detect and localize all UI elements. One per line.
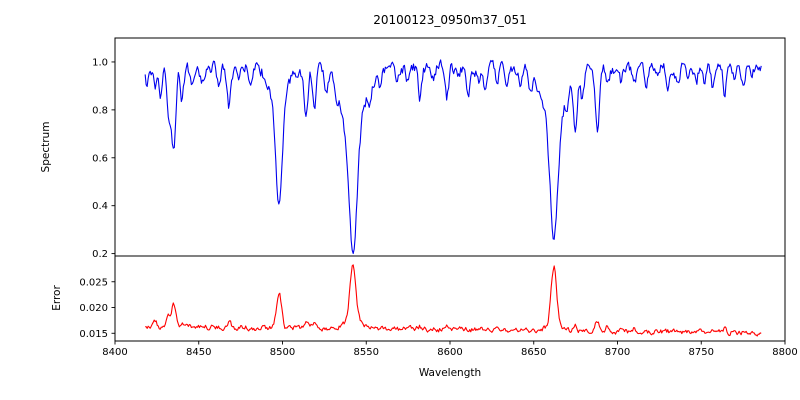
- spectrum-line: [144, 59, 762, 255]
- y-tick-label: 0.025: [79, 277, 108, 288]
- y-tick-label: 0.2: [92, 249, 108, 260]
- x-tick-label: 8750: [689, 347, 714, 358]
- y-tick-label: 1.0: [92, 57, 108, 68]
- x-tick-label: 8700: [605, 347, 630, 358]
- x-tick-label: 8800: [772, 347, 797, 358]
- x-tick-label: 8650: [521, 347, 546, 358]
- y-tick-label: 0.020: [79, 303, 108, 314]
- x-tick-label: 8550: [354, 347, 379, 358]
- x-tick-label: 8600: [437, 347, 462, 358]
- x-tick-label: 8400: [102, 347, 127, 358]
- wavelength-axis-label: Wavelength: [418, 367, 482, 379]
- x-tick-label: 8500: [270, 347, 295, 358]
- y-tick-label: 0.6: [92, 153, 108, 164]
- y-tick-label: 0.4: [92, 201, 108, 212]
- plot-title: 20100123_0950m37_051: [373, 13, 527, 27]
- y-tick-label: 0.015: [79, 329, 108, 340]
- y-tick-label: 0.8: [92, 105, 108, 116]
- error-line: [145, 264, 762, 337]
- x-tick-label: 8450: [186, 347, 211, 358]
